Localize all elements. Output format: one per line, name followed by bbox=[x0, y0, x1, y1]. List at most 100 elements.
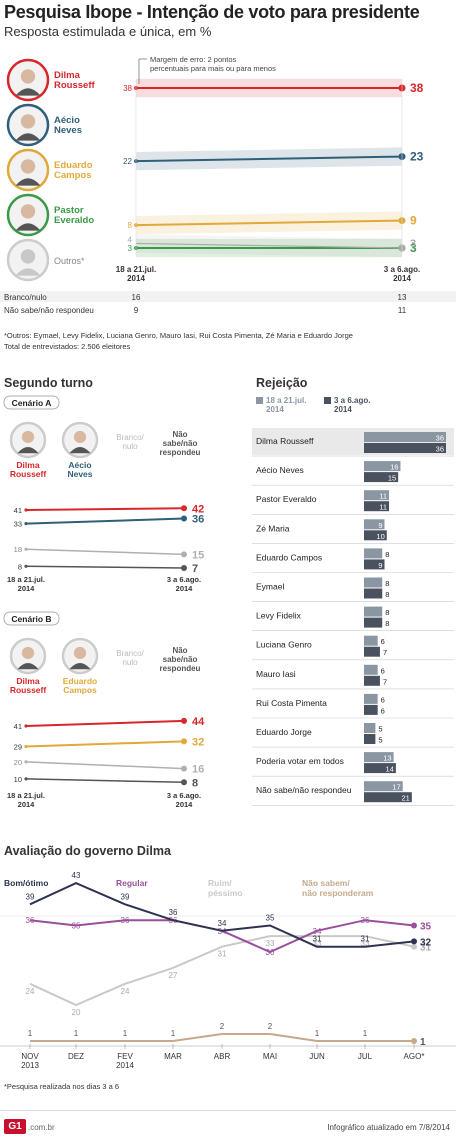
month-label: FEV 2014 bbox=[116, 1052, 134, 1070]
outros-photo bbox=[6, 238, 50, 282]
nao-sabe-end: 11 bbox=[398, 306, 407, 315]
eval-value-label: 39 bbox=[121, 892, 130, 901]
eval-value-label: 36 bbox=[26, 916, 35, 925]
branco-end: 13 bbox=[398, 293, 407, 302]
sr-label-end-1: 36 bbox=[192, 514, 204, 526]
sr-point-start-1 bbox=[24, 522, 28, 526]
bar-old-label: 11 bbox=[379, 492, 387, 501]
eval-value-label: 33 bbox=[266, 939, 275, 948]
scenario-photo-1 bbox=[9, 421, 47, 459]
outros-label: Outros* bbox=[54, 256, 85, 266]
rejection-row: Pastor Everaldo 11 11 bbox=[252, 490, 454, 515]
rejection-label: Pastor Everaldo bbox=[256, 494, 317, 504]
sr-label-start-1: 29 bbox=[14, 742, 22, 751]
sr-line-1 bbox=[25, 517, 185, 525]
rejection-label: Luciana Genro bbox=[256, 640, 312, 650]
second-round-title: Segundo turno bbox=[4, 376, 93, 390]
scenario-branco-label: Branco/nulo bbox=[116, 649, 144, 667]
rejection-row: Mauro Iasi 6 7 bbox=[252, 664, 454, 690]
second-round-chart: Cenário A Dilma Rousseff Aécio Neves Branco/n… bbox=[3, 395, 205, 809]
sr-label-start-3: 8 bbox=[18, 562, 22, 571]
sr-line-2 bbox=[25, 761, 185, 770]
branco-label: Branco/nulo bbox=[4, 293, 47, 302]
rejection-row: Zé Maria 9 10 bbox=[252, 519, 454, 544]
bar-new bbox=[364, 559, 385, 570]
eval-value-label: 1 bbox=[171, 1029, 176, 1038]
rejection-label: Zé Maria bbox=[256, 523, 290, 533]
scenario-nao-sabe-label: Não sabe/não respondeu bbox=[160, 430, 201, 457]
page-title: Pesquisa Ibope - Intenção de voto para p… bbox=[4, 2, 420, 22]
eval-value-label: 35 bbox=[72, 922, 81, 931]
sr-point-end-3 bbox=[181, 565, 187, 571]
bar-new bbox=[364, 763, 396, 774]
eval-value-label: 27 bbox=[169, 971, 178, 980]
eval-point bbox=[411, 1038, 417, 1044]
scenario-c1-name: Dilma Rousseff bbox=[10, 676, 47, 695]
eval-value-label: 35 bbox=[266, 914, 275, 923]
sr-date-start: 18 a 21.jul. 2014 bbox=[7, 791, 45, 809]
bar-old-label: 8 bbox=[385, 550, 389, 559]
bar-old-label: 6 bbox=[381, 637, 385, 646]
sr-line-3 bbox=[25, 778, 185, 784]
scenario-photo-2 bbox=[61, 421, 99, 459]
sr-line-0 bbox=[25, 507, 185, 511]
bar-old bbox=[364, 548, 383, 559]
rejection-row: Levy Fidelix 8 8 bbox=[252, 606, 454, 631]
bar-old-label: 36 bbox=[436, 434, 444, 443]
bar-new-label: 5 bbox=[378, 736, 382, 745]
rejection-label: Aécio Neves bbox=[256, 465, 304, 475]
bar-old-label: 5 bbox=[378, 725, 382, 734]
sr-label-start-3: 10 bbox=[14, 775, 22, 784]
eval-value-label: 30 bbox=[266, 948, 275, 957]
scenario-tag bbox=[3, 395, 60, 410]
sr-line-0 bbox=[25, 719, 185, 727]
eval-value-label: 39 bbox=[26, 892, 35, 901]
eval-value-label: 1 bbox=[315, 1029, 320, 1038]
eval-value-label: 1 bbox=[74, 1029, 79, 1038]
legend-new: 3 a 6.ago. 2014 bbox=[334, 396, 370, 414]
bar-new bbox=[364, 588, 383, 599]
eval-line-0 bbox=[29, 882, 415, 948]
bar-old bbox=[364, 781, 403, 792]
margin-note: Margem de erro: 2 pontos percentuais par… bbox=[150, 55, 276, 73]
eval-point bbox=[411, 943, 417, 950]
sr-point-end-3 bbox=[181, 779, 187, 786]
bar-old-label: 13 bbox=[383, 754, 391, 763]
bar-old bbox=[364, 635, 378, 646]
bar-old-label: 9 bbox=[378, 521, 382, 530]
sr-line-1 bbox=[25, 740, 185, 748]
bar-old-label: 6 bbox=[381, 666, 385, 675]
candidate-name-2: Eduardo Campos bbox=[54, 160, 93, 181]
sr-label-start-2: 18 bbox=[14, 545, 22, 554]
bar-new-label: 36 bbox=[436, 445, 444, 454]
bar-new-label: 8 bbox=[385, 590, 389, 599]
sr-point-end-2 bbox=[181, 765, 187, 772]
eval-value-label: 36 bbox=[121, 916, 130, 925]
scenario-nao-sabe-label: Não sabe/não respondeu bbox=[160, 646, 201, 673]
sr-label-start-1: 33 bbox=[14, 520, 22, 529]
bar-old bbox=[364, 606, 383, 617]
sr-line-2 bbox=[25, 548, 185, 556]
month-label: JUN bbox=[309, 1052, 325, 1061]
scenario-c1-name: Dilma Rousseff bbox=[10, 460, 47, 479]
sr-point-end-1 bbox=[181, 515, 187, 522]
sr-point-end-1 bbox=[181, 738, 187, 745]
series-line-4 bbox=[135, 242, 403, 249]
eval-value-label: 2 bbox=[220, 1022, 225, 1031]
eval-value-label: 24 bbox=[26, 987, 35, 996]
sr-date-end: 3 a 6.ago. 2014 bbox=[167, 575, 201, 593]
rejection-row: Eduardo Jorge 5 5 bbox=[252, 723, 454, 748]
label-start-2: 8 bbox=[128, 221, 133, 230]
bar-new-label: 6 bbox=[381, 706, 385, 715]
rejection-label: Eymael bbox=[256, 582, 284, 592]
eval-point bbox=[411, 938, 417, 945]
sr-label-end-1: 32 bbox=[192, 736, 204, 748]
label-end-4: 3 bbox=[410, 238, 416, 250]
sr-label-end-3: 8 bbox=[192, 777, 198, 789]
footer-updated: Infográfico atualizado em 7/8/2014 bbox=[327, 1123, 450, 1132]
rejection-label: Levy Fidelix bbox=[256, 611, 302, 621]
eval-value-label: 36 bbox=[169, 908, 178, 917]
rejection-label: Rui Costa Pimenta bbox=[256, 698, 327, 708]
sr-date-start: 18 a 21.jul. 2014 bbox=[7, 575, 45, 593]
sr-point-start-0 bbox=[24, 508, 28, 512]
